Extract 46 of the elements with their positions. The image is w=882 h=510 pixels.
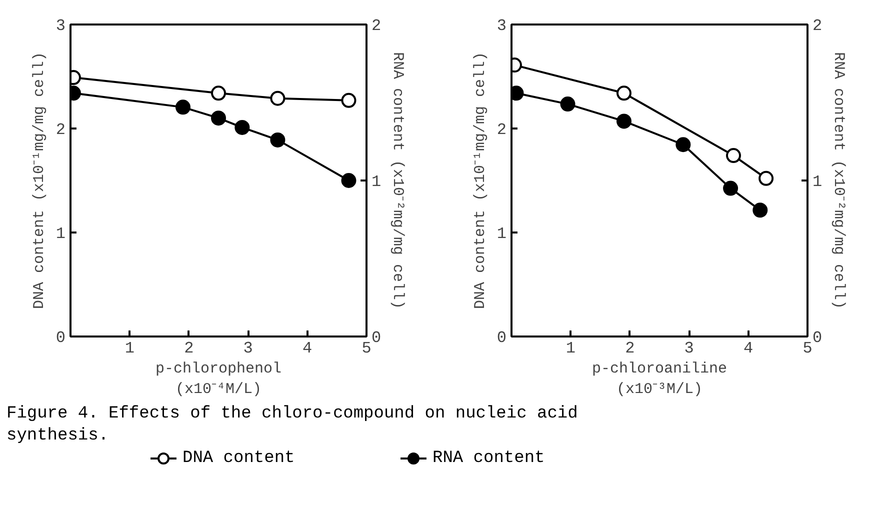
point xyxy=(758,170,774,186)
point xyxy=(175,100,190,115)
y-tick-label: 1 xyxy=(56,225,66,243)
y-tick-label: 2 xyxy=(496,121,507,139)
point xyxy=(211,110,226,126)
y2-tick-label: 1 xyxy=(812,173,822,191)
y2-tick-label: 0 xyxy=(372,329,382,347)
x-tick-label: 1 xyxy=(566,340,576,358)
x-tick-label: 2 xyxy=(625,340,635,358)
x-tick-label: 1 xyxy=(124,340,135,358)
y2-tick-label: 0 xyxy=(812,329,822,347)
x-tick-label: 2 xyxy=(184,340,194,358)
y-tick-label: 0 xyxy=(496,329,507,347)
x-tick-label: 4 xyxy=(744,340,754,358)
y-tick-label: 2 xyxy=(56,121,66,139)
x-tick-label: 3 xyxy=(243,340,253,358)
y2-tick-label: 2 xyxy=(812,17,822,35)
y2-tick-label: 2 xyxy=(372,17,382,35)
y2-axis-title: RNA content (x10⁻²mg/mg cell) xyxy=(830,52,848,310)
x-tick-label: 3 xyxy=(684,340,694,358)
point xyxy=(234,120,250,135)
point xyxy=(723,180,738,196)
caption: Figure 4. Effects of the chloro-compound on nucleic acid synthesis. xyxy=(6,404,578,446)
y2-axis-title: RNA content (x10⁻²mg/mg cell) xyxy=(389,52,406,310)
legend-label: DNA content xyxy=(182,449,295,468)
x-axis-title: p-chloroaniline (x10⁻³M/L) xyxy=(592,360,728,398)
y2-tick-label: 1 xyxy=(372,173,382,191)
y-tick-label: 3 xyxy=(496,17,507,35)
y-axis-title: DNA content (x10⁻¹mg/mg cell) xyxy=(472,52,489,310)
y-axis-title: DNA content (x10⁻¹mg/mg cell) xyxy=(30,52,48,310)
x-tick-label: 4 xyxy=(302,340,312,358)
x-axis-title: p-chlorophenol (x10⁻⁴M/L) xyxy=(155,360,282,398)
x-tick-label: 5 xyxy=(802,340,812,358)
y-tick-label: 0 xyxy=(56,329,66,347)
legend-label: RNA content xyxy=(432,449,545,468)
point xyxy=(676,137,691,152)
y-tick-label: 1 xyxy=(496,225,507,243)
x-tick-label: 5 xyxy=(362,340,372,358)
point xyxy=(726,148,741,164)
point xyxy=(752,202,768,218)
point xyxy=(616,114,632,129)
point xyxy=(616,86,632,101)
point xyxy=(560,96,576,112)
point xyxy=(270,132,286,148)
y-tick-label: 3 xyxy=(56,17,66,35)
point xyxy=(341,173,356,188)
